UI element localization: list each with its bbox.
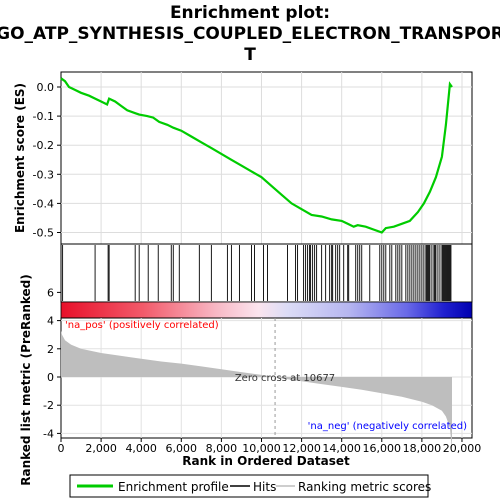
enrichment-y-tick-label: -0.5: [33, 227, 54, 240]
ranked-metric-y-ticks: 6 4 2 0 -2 -4: [43, 286, 61, 440]
enrichment-y-tick-label: -0.2: [33, 139, 54, 152]
x-tick-label: 0: [58, 442, 65, 455]
ranked-metric-y-tick-label: -2: [43, 399, 54, 412]
ranked-metric-y-tick-label: -4: [43, 427, 54, 440]
ranked-metric-y-tick-label: 0: [47, 371, 54, 384]
x-axis-label: Rank in Ordered Dataset: [182, 454, 350, 468]
enrichment-y-tick-label: -0.4: [33, 197, 54, 210]
x-tick-label: 4,000: [125, 442, 157, 455]
ranked-metric-y-tick-label: 2: [47, 343, 54, 356]
enrichment-y-tick-label: 0.0: [37, 81, 55, 94]
ranked-metric-y-axis-label: Ranked list metric (PreRanked): [19, 274, 33, 486]
legend: Enrichment profile Hits Ranking metric s…: [70, 475, 431, 497]
legend-label-ranking: Ranking metric scores: [298, 480, 431, 494]
ranked-color-bar: [61, 302, 472, 318]
negative-correlation-label: 'na_neg' (negatively correlated): [308, 421, 467, 432]
x-tick-label: 18,000: [403, 442, 442, 455]
hits-panel: [61, 244, 472, 302]
positive-correlation-label: 'na_pos' (positively correlated): [65, 320, 219, 331]
ranked-metric-x-ticks: 0 2,000 4,000 6,000 8,000 10,000 12,000 14,000 1…: [58, 438, 482, 455]
legend-label-hits: Hits: [253, 480, 276, 494]
hits-panel-frame: [61, 244, 472, 302]
enrichment-y-axis-label: Enrichment score (ES): [13, 83, 27, 233]
x-tick-label: 2,000: [85, 442, 117, 455]
chart-title-line-1: Enrichment plot:: [170, 3, 330, 23]
x-tick-label: 16,000: [363, 442, 402, 455]
enrichment-panel-frame: [61, 72, 472, 244]
enrichment-y-tick-label: -0.1: [33, 110, 54, 123]
x-tick-label: 20,000: [443, 442, 482, 455]
ranked-metric-y-tick-label: 6: [47, 286, 54, 299]
zero-cross-label: Zero cross at 10677: [235, 373, 335, 384]
enrichment-y-tick-label: -0.3: [33, 168, 54, 181]
enrichment-y-ticks: 0.0 -0.1 -0.2 -0.3 -0.4 -0.5: [33, 81, 61, 240]
enrichment-score-panel: 0.0 -0.1 -0.2 -0.3 -0.4 -0.5: [33, 72, 472, 244]
legend-label-enrichment: Enrichment profile: [118, 480, 229, 494]
chart-title-line-3: T: [244, 45, 256, 65]
chart-title-line-2: GO_ATP_SYNTHESIS_COUPLED_ELECTRON_TRANSP…: [0, 24, 500, 44]
ranked-metric-y-tick-label: 4: [47, 315, 54, 328]
